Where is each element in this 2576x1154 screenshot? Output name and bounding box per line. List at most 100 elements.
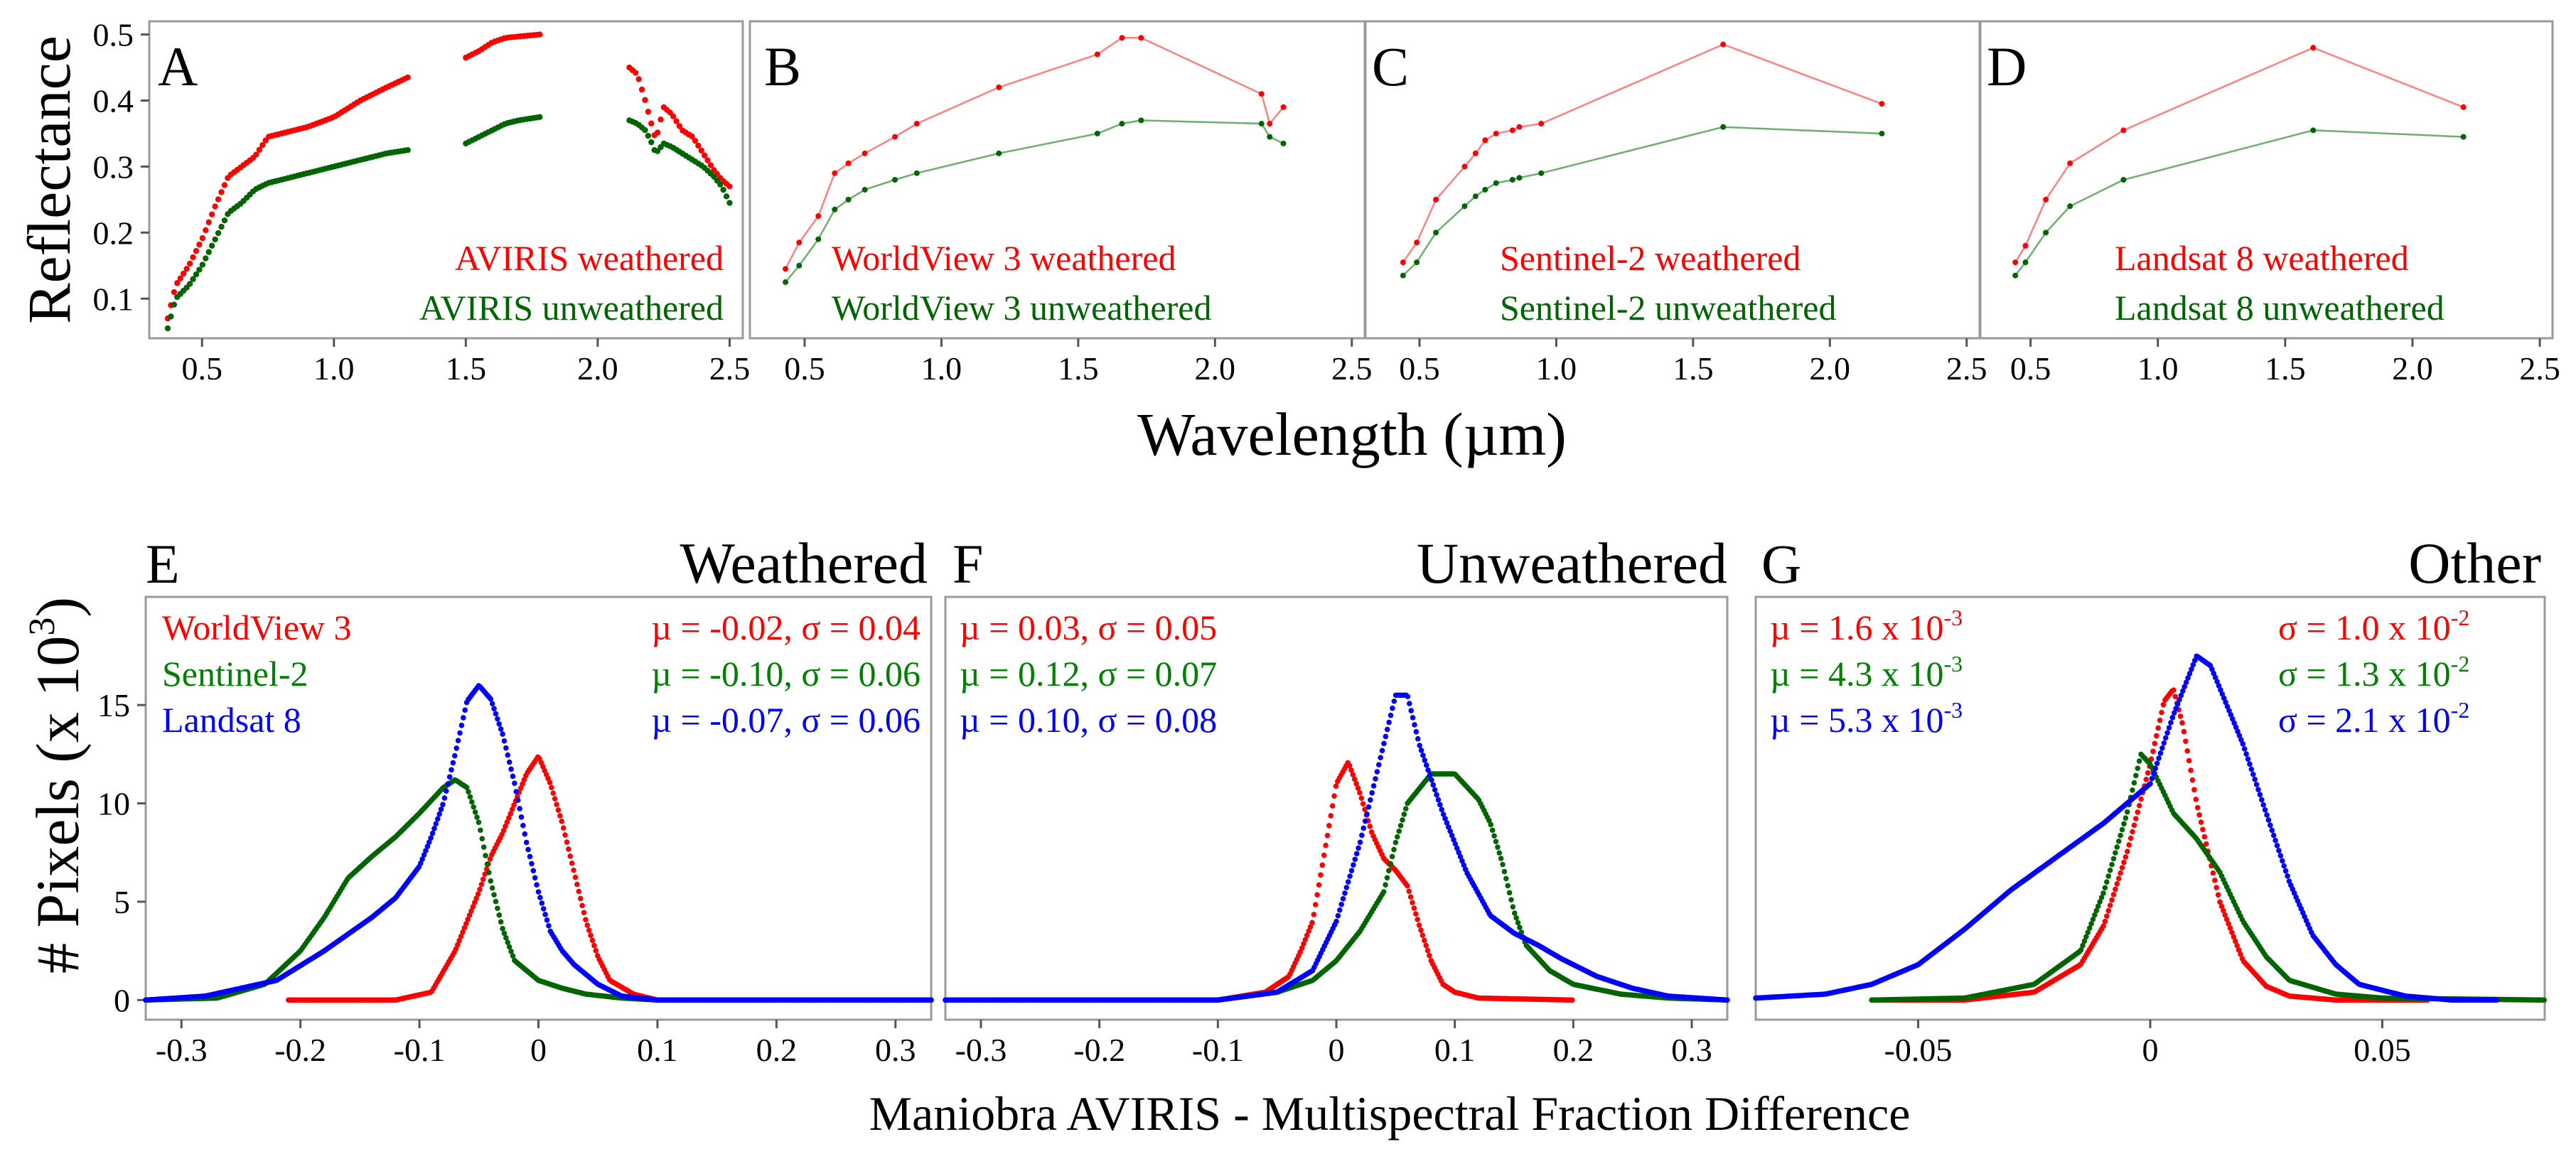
panel-g-landsat-8-point	[2190, 662, 2196, 668]
panel-e-worldview-3-point	[555, 807, 562, 813]
panel-a-x-tick-label: 1.0	[313, 350, 355, 387]
panel-g-marks	[1753, 653, 2547, 1003]
panel-c-legend-unweathered: Sentinel-2 unweathered	[1500, 288, 1836, 328]
panel-g-sentinel-2-point	[2085, 929, 2091, 935]
panel-e-worldview-3-point	[456, 937, 462, 944]
panel-g-landsat-8-point	[2212, 674, 2218, 681]
panel-g-landsat-8-point	[2235, 728, 2240, 735]
panel-e-landsat-8-point	[529, 861, 535, 867]
panel-e-sentinel-2-point	[506, 944, 512, 950]
panel-e-landsat-8-point	[546, 922, 552, 929]
panel-a-aviris-unweathered-point	[720, 186, 726, 193]
panel-f-landsat-8-point	[1373, 776, 1378, 782]
panel-g-sentinel-2-point	[2100, 890, 2106, 896]
panel-g-worldview-3-point	[2109, 897, 2115, 903]
panel-g-worldview-3-point	[2102, 919, 2108, 924]
panel-f-landsat-8-point	[1381, 740, 1387, 747]
panel-f-worldview-3-point	[1358, 795, 1365, 802]
panel-f-landsat-8-point	[1336, 907, 1343, 913]
panel-c-sentinel-2-weathered-point	[1472, 150, 1478, 156]
panel-a-aviris-unweathered-point	[221, 217, 228, 224]
panel-g-landsat-8-point	[2228, 712, 2234, 718]
panel-e-y-ticks: 0 5 10 15	[97, 687, 146, 1018]
panel-a-aviris-weathered-point	[215, 196, 222, 203]
panel-g-landsat-8-point	[2156, 755, 2162, 761]
panel-e-sentinel-2-point	[486, 870, 492, 875]
panel-d-landsat-8-weathered-point	[2022, 242, 2029, 249]
panel-b-worldview-3-unweathered-point	[845, 196, 852, 203]
panel-a-aviris-weathered-point	[180, 270, 187, 277]
panel-f-landsat-8-point	[1391, 698, 1397, 704]
panel-g-landsat-8-point	[2230, 716, 2236, 722]
panel-e-worldview-3-point	[500, 828, 507, 834]
panel-g-landsat-8-point	[2178, 692, 2184, 699]
panel-g-landsat-8-point	[2223, 699, 2228, 706]
panel-g-worldview-3-point	[2221, 907, 2226, 914]
panel-e-landsat-8-point	[520, 822, 526, 829]
panel-e-landsat-8-point	[445, 781, 451, 787]
panel-g-landsat-8-point	[2281, 863, 2287, 869]
panel-f-landsat-8-point	[1340, 896, 1346, 902]
panel-f-worldview-3-point	[1297, 949, 1304, 955]
panel-g-worldview-3-point	[2138, 796, 2144, 802]
panel-e-landsat-8-point	[493, 711, 499, 717]
panel-b-x-tick-label: 2.5	[1331, 350, 1373, 387]
panel-a-aviris-weathered-point	[186, 260, 193, 267]
panel-f-landsat-8-point	[1454, 845, 1460, 851]
panel-g-sentinel-2-point	[2081, 938, 2088, 944]
panel-e-landsat-8-point	[419, 856, 425, 862]
panel-a-aviris-weathered-point	[658, 117, 664, 123]
panel-b-worldview-3-weathered-point	[913, 121, 920, 127]
panel-f-sentinel-2-point	[1400, 817, 1405, 823]
panel-g-landsat-8-point	[2211, 670, 2217, 676]
panel-e-landsat-8-point	[518, 814, 525, 820]
panel-b-worldview-3-weathered-point	[1267, 121, 1273, 127]
panel-e-worldview-3-point	[549, 784, 554, 791]
panel-g-sentinel-2-point	[2122, 815, 2129, 821]
panel-c-sentinel-2-unweathered-point	[1482, 186, 1488, 193]
panel-g-worldview-3-point	[2107, 902, 2113, 908]
panel-c-sentinel-2-weathered-point	[1433, 196, 1439, 203]
panel-a-aviris-unweathered-point	[642, 126, 648, 134]
panel-g-worldview-3-point	[2222, 912, 2228, 918]
panel-f-landsat-8-point	[1335, 912, 1341, 919]
panel-f-x-tick-label: 0.1	[1434, 1032, 1476, 1068]
panel-e-worldview-3-point	[560, 825, 567, 831]
panel-f-sentinel-2-point	[1495, 844, 1501, 850]
panel-g-mu-landsat-base: µ = 5.3 x 10	[1770, 700, 1944, 740]
panel-c-sentinel-2-unweathered-point	[1493, 180, 1499, 186]
panel-f-landsat-8-point	[1408, 708, 1415, 713]
panel-f-sentinel-2-point	[1501, 868, 1508, 875]
panel-g-sentinel-2-point	[2135, 765, 2141, 772]
panel-f-landsat-8-point	[1413, 729, 1420, 735]
panel-g-x-tick-label: 0	[2142, 1032, 2159, 1068]
panel-f-landsat-8-point	[1361, 825, 1367, 831]
panel-e-landsat-8-point	[537, 895, 543, 900]
panel-c-sentinel-2-unweathered-point	[1538, 170, 1545, 176]
panel-a-aviris-weathered-point	[692, 137, 699, 144]
panel-e-sentinel-2-point	[466, 789, 471, 795]
panel-b-x-tick-label: 0.5	[784, 350, 825, 387]
panel-e-landsat-8-point	[446, 774, 453, 780]
panel-g-worldview-3-point	[2227, 925, 2233, 931]
panel-e-worldview-3-point	[589, 937, 596, 944]
panel-e-landsat-8-point	[505, 752, 511, 758]
panel-g-landsat-8-point	[2286, 878, 2292, 884]
panel-f-landsat-8-point	[1452, 841, 1459, 847]
panel-e-worldview-3-point	[511, 802, 517, 808]
panel-e-landsat-8-point	[443, 788, 449, 794]
panel-f-landsat-8-point	[1449, 833, 1455, 838]
panel-g-sentinel-2-point	[2104, 879, 2110, 885]
panel-g-sentinel-2-point	[2121, 821, 2127, 827]
panel-g-landsat-8-point	[2154, 760, 2160, 767]
panel-g-mu-sentinel-exp: -3	[1944, 651, 1963, 676]
panel-e-landsat-8-point	[449, 767, 454, 773]
panel-f-marks	[943, 692, 1730, 1003]
panel-e-landsat-8-point	[489, 701, 495, 706]
panel-g-sentinel-2-point	[2133, 772, 2139, 779]
legend-worldview: WorldView 3	[162, 608, 352, 647]
panel-e-worldview-3-point	[593, 947, 599, 954]
panel-f-landsat-8-point	[1439, 807, 1445, 813]
panel-g-worldview-3-point	[2104, 913, 2110, 920]
panel-d-landsat-8-unweathered-point	[2460, 134, 2467, 140]
